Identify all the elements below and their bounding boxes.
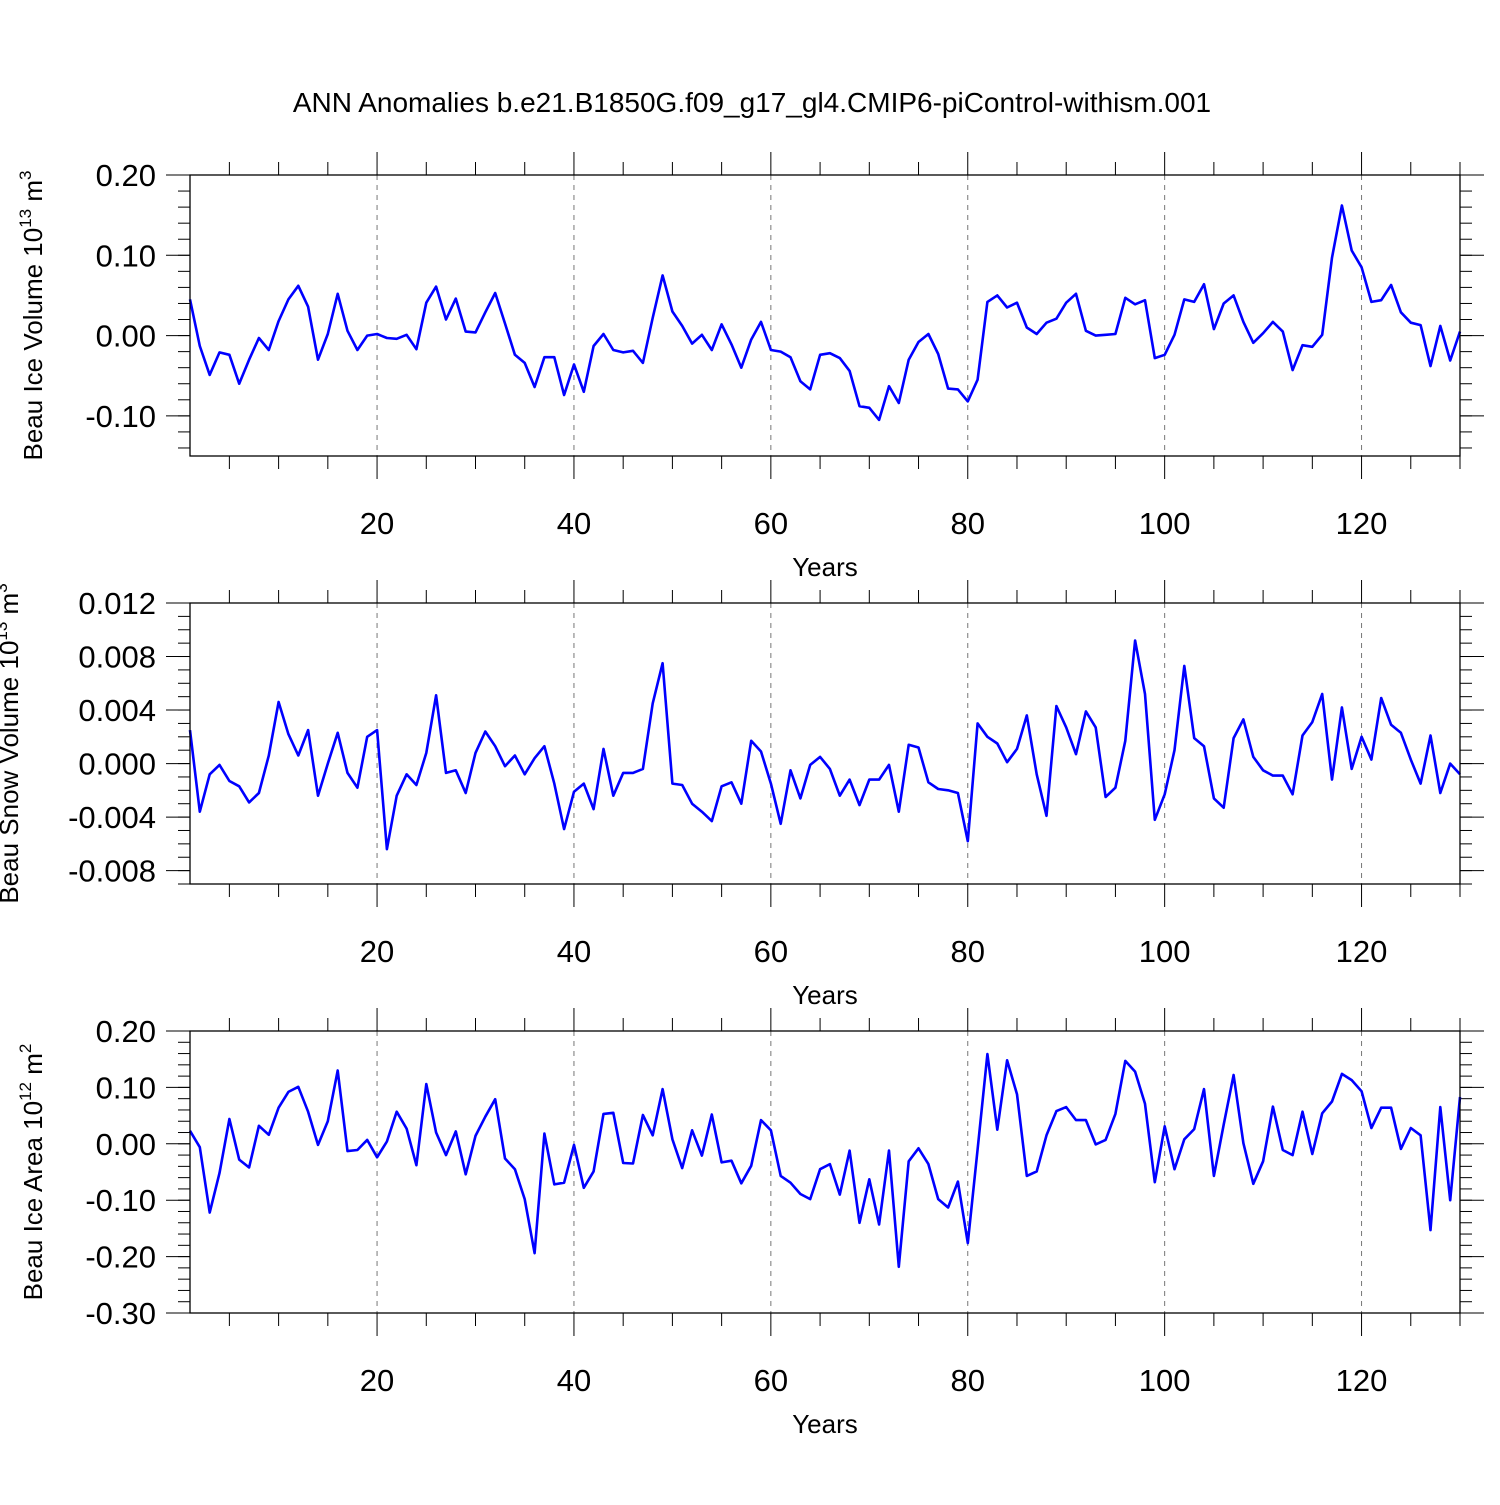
y-tick-label: 0.00 [96,1127,156,1162]
x-tick-label: 100 [1139,506,1191,541]
y-tick-label: 0.000 [78,747,156,782]
plot-frame [189,602,1461,885]
y-axis-title: Beau Ice Volume 1013 m3 [16,171,48,461]
series-line [188,1052,1462,1269]
y-axis-title-part: m [0,593,24,622]
x-tick-label: 60 [754,506,788,541]
y-axis-title-superscript: 12 [16,1082,35,1101]
y-axis-title: Beau Snow Volume 1013 m3 [0,583,24,903]
y-axis-title-superscript: 13 [0,622,11,641]
x-tick-label: 80 [951,934,985,969]
x-tick-label: 80 [951,506,985,541]
series-line [188,204,1462,422]
x-tick-label: 80 [951,1363,985,1398]
figure-title: ANN Anomalies b.e21.B1850G.f09_g17_gl4.C… [293,87,1211,118]
x-tick-label: 120 [1336,506,1388,541]
x-axis-title: Years [792,1409,858,1439]
y-tick-label: 0.20 [96,158,156,193]
plot-frame [189,174,1461,457]
y-axis-title-part: Beau Ice Volume 10 [18,228,48,461]
chart-panel-3: 0.20 0.10 0.00 -0.10 -0.20 -0.30 20 40 60 80 100 12… [16,1008,1484,1439]
y-tick-label: 0.004 [78,693,156,728]
y-tick-label: 0.012 [78,586,156,621]
x-tick-label: 100 [1139,934,1191,969]
x-tick-label: 20 [360,934,394,969]
y-axis-title-part: m [18,180,48,209]
series-line [188,639,1461,851]
y-axis-title-part: Beau Snow Volume 10 [0,641,24,904]
x-axis-title: Years [792,980,858,1010]
x-tick-label: 120 [1336,934,1388,969]
y-axis-title-part: Beau Ice Area 10 [18,1101,48,1300]
x-tick-label: 60 [754,1363,788,1398]
y-axis-title-superscript: 13 [16,209,35,228]
chart-panels: 0.20 0.10 0.00 -0.10 20 40 60 80 100 120 Years Beau… [0,152,1484,1439]
x-tick-label: 20 [360,506,394,541]
y-tick-label: -0.10 [85,399,156,434]
y-tick-label: -0.10 [85,1183,156,1218]
x-axis-title: Years [792,552,858,582]
y-axis-title-superscript: 3 [0,583,11,592]
x-tick-label: 40 [557,506,591,541]
x-tick-label: 20 [360,1363,394,1398]
plot-frame [189,1030,1461,1314]
y-tick-label: -0.008 [68,854,156,889]
y-tick-label: 0.20 [96,1014,156,1049]
y-axis-title-superscript: 2 [16,1044,35,1053]
x-tick-label: 100 [1139,1363,1191,1398]
x-tick-label: 40 [557,934,591,969]
y-tick-label: 0.00 [96,319,156,354]
chart-panel-2: 0.012 0.008 0.004 0.000 -0.004 -0.008 20 40 60 80… [0,580,1484,1010]
y-axis-title-superscript: 3 [16,171,35,180]
y-tick-label: -0.20 [85,1240,156,1275]
y-tick-label: 0.008 [78,640,156,675]
y-tick-label: -0.004 [68,800,156,835]
x-tick-label: 40 [557,1363,591,1398]
x-tick-label: 60 [754,934,788,969]
chart-panel-1: 0.20 0.10 0.00 -0.10 20 40 60 80 100 120 Years Beau… [16,152,1484,582]
y-tick-label: -0.30 [85,1296,156,1331]
x-tick-label: 120 [1336,1363,1388,1398]
y-tick-label: 0.10 [96,1070,156,1105]
y-tick-label: 0.10 [96,238,156,273]
y-axis-title: Beau Ice Area 1012 m2 [16,1044,48,1301]
y-axis-title-part: m [18,1053,48,1082]
